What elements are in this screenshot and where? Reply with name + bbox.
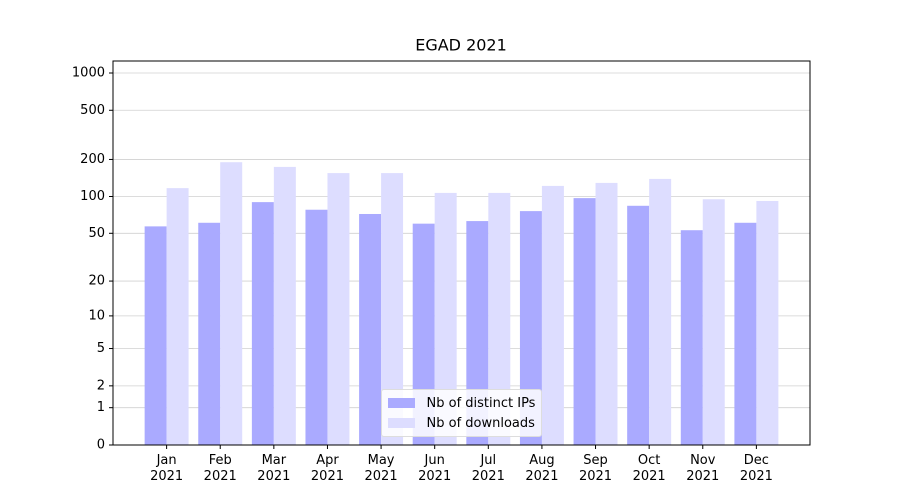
bar xyxy=(756,200,779,445)
bar xyxy=(198,222,221,445)
legend-label: Nb of distinct IPs xyxy=(426,395,536,411)
bar xyxy=(573,198,596,445)
bar xyxy=(541,185,564,445)
bar xyxy=(434,192,457,445)
legend-swatch xyxy=(387,418,415,428)
bar xyxy=(220,162,243,445)
y-tick-label: 50 xyxy=(88,226,105,241)
bar xyxy=(649,178,672,445)
x-tick-label: Sep 2021 xyxy=(578,453,613,484)
bar xyxy=(273,166,296,445)
bar xyxy=(519,211,542,445)
plot-frame xyxy=(112,60,811,446)
y-tick-label: 2 xyxy=(97,378,105,393)
bar xyxy=(627,205,650,445)
x-tick-label: Jan 2021 xyxy=(150,453,184,484)
y-tick-label: 20 xyxy=(88,274,105,289)
y-tick-label: 5 xyxy=(97,341,105,356)
bar xyxy=(144,226,167,445)
bar xyxy=(488,192,511,445)
bar xyxy=(166,188,189,445)
chart-title: EGAD 2021 xyxy=(415,36,507,55)
y-tick-label: 200 xyxy=(80,152,105,167)
x-tick-label: Apr 2021 xyxy=(310,453,344,484)
bar xyxy=(327,173,350,445)
x-tick-label: Oct 2021 xyxy=(632,453,666,484)
legend: Nb of distinct IPs Nb of downloads xyxy=(380,389,543,437)
legend-label: Nb of downloads xyxy=(426,415,535,431)
x-tick-label: Aug 2021 xyxy=(525,453,559,484)
x-tick-label: Jul 2021 xyxy=(471,453,505,484)
bar xyxy=(381,173,404,445)
x-tick-label: Nov 2021 xyxy=(686,453,720,484)
bar xyxy=(680,230,703,445)
legend-item: Nb of downloads xyxy=(387,413,536,433)
y-tick-label: 100 xyxy=(80,189,105,204)
legend-swatch xyxy=(387,398,415,408)
bar xyxy=(595,182,618,445)
bar xyxy=(734,222,757,445)
y-tick-label: 1000 xyxy=(72,66,105,81)
x-tick-label: Mar 2021 xyxy=(257,453,291,484)
x-tick-label: Jun 2021 xyxy=(418,453,452,484)
bar xyxy=(359,213,382,445)
y-tick-label: 10 xyxy=(88,308,105,323)
y-tick-label: 500 xyxy=(80,103,105,118)
legend-item: Nb of distinct IPs xyxy=(387,393,536,413)
bar xyxy=(305,209,328,445)
y-tick-label: 1 xyxy=(97,400,105,415)
x-tick-label: Feb 2021 xyxy=(203,453,237,484)
bar xyxy=(251,202,274,445)
y-tick-label: 0 xyxy=(97,438,105,453)
x-tick-label: May 2021 xyxy=(364,453,398,484)
x-tick-label: Dec 2021 xyxy=(739,453,773,484)
bar xyxy=(702,199,725,445)
